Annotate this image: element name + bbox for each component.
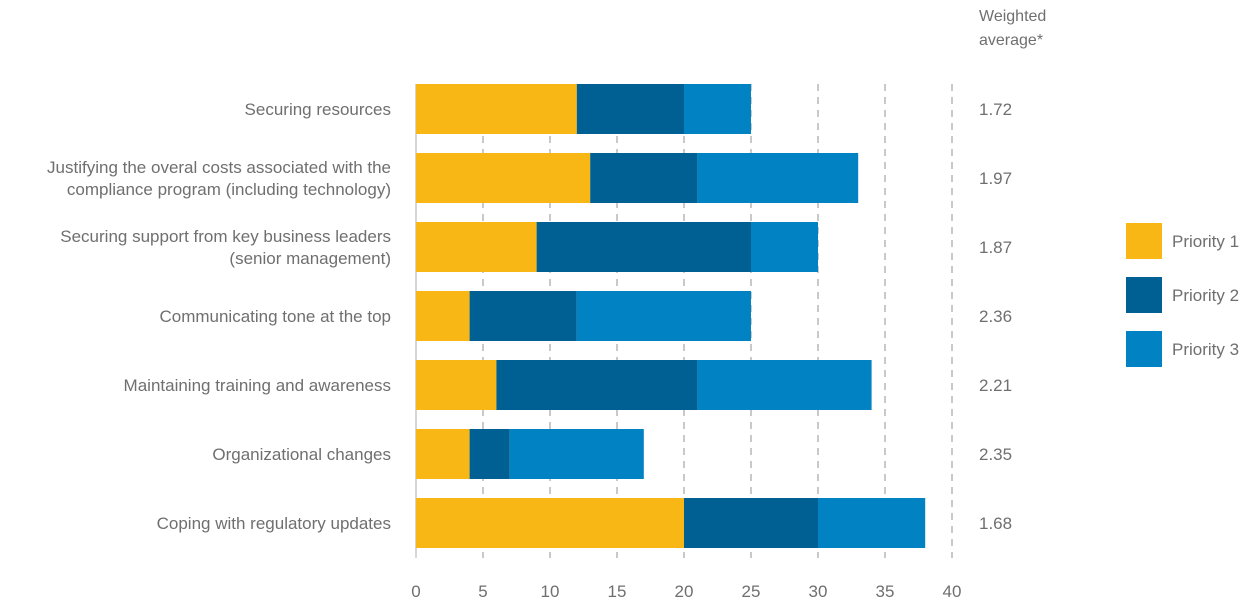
- bar-segment-priority-1: [416, 498, 684, 548]
- weighted-average-value: 2.35: [979, 445, 1012, 464]
- x-axis-ticks: 0 5 10 15 20 25 30 35 40: [411, 582, 961, 601]
- bar-segment-priority-3: [509, 429, 644, 479]
- bar-segment-priority-2: [469, 291, 577, 341]
- category-label: Coping with regulatory updates: [157, 514, 391, 533]
- legend-swatch-priority-3: [1126, 331, 1162, 367]
- x-tick-label: 35: [876, 582, 895, 601]
- weighted-average-header: Weighted average*: [979, 8, 1046, 49]
- legend: Priority 1 Priority 2 Priority 3: [1126, 223, 1239, 367]
- category-label: Securing support from key business leade…: [60, 227, 391, 268]
- weighted-average-value: 2.36: [979, 307, 1012, 326]
- bar-segment-priority-1: [416, 291, 470, 341]
- category-label: Maintaining training and awareness: [124, 376, 391, 395]
- bar-segment-priority-2: [590, 153, 698, 203]
- x-tick-label: 25: [742, 582, 761, 601]
- legend-swatch-priority-2: [1126, 277, 1162, 313]
- bar-segment-priority-3: [751, 222, 818, 272]
- bar-segment-priority-2: [576, 84, 684, 134]
- category-label: Securing resources: [245, 100, 391, 119]
- category-label: Justifying the overal costs associated w…: [47, 158, 391, 199]
- x-tick-label: 5: [478, 582, 487, 601]
- bar-segment-priority-2: [536, 222, 751, 272]
- x-tick-label: 40: [943, 582, 962, 601]
- legend-label-priority-2: Priority 2: [1172, 286, 1239, 305]
- bar-segment-priority-3: [576, 291, 751, 341]
- bar-segment-priority-1: [416, 84, 577, 134]
- weighted-average-value: 1.72: [979, 100, 1012, 119]
- bar-segment-priority-3: [684, 84, 751, 134]
- x-tick-label: 0: [411, 582, 420, 601]
- category-label: Organizational changes: [212, 445, 391, 464]
- legend-label-priority-3: Priority 3: [1172, 340, 1239, 359]
- x-tick-label: 10: [541, 582, 560, 601]
- bar-segment-priority-2: [496, 360, 698, 410]
- bar-segment-priority-3: [818, 498, 926, 548]
- weighted-average-value: 1.87: [979, 238, 1012, 257]
- bar-segment-priority-3: [697, 153, 859, 203]
- bar-segment-priority-1: [416, 222, 537, 272]
- legend-swatch-priority-1: [1126, 223, 1162, 259]
- bar-segment-priority-1: [416, 429, 470, 479]
- weighted-average-value: 1.97: [979, 169, 1012, 188]
- x-tick-label: 30: [809, 582, 828, 601]
- weighted-average-column: 1.72 1.97 1.87 2.36 2.21 2.35 1.68 Weighted aver…: [979, 8, 1046, 533]
- category-label: Communicating tone at the top: [159, 307, 391, 326]
- bar-segment-priority-2: [469, 429, 510, 479]
- x-tick-label: 20: [675, 582, 694, 601]
- legend-label-priority-1: Priority 1: [1172, 232, 1239, 251]
- category-labels: Securing resources Justifying the overal …: [47, 100, 391, 533]
- bar-segment-priority-1: [416, 153, 591, 203]
- weighted-average-value: 1.68: [979, 514, 1012, 533]
- bar-segment-priority-3: [697, 360, 872, 410]
- weighted-average-value: 2.21: [979, 376, 1012, 395]
- bars: [416, 84, 926, 548]
- bar-segment-priority-2: [684, 498, 818, 548]
- bar-segment-priority-1: [416, 360, 497, 410]
- x-tick-label: 15: [608, 582, 627, 601]
